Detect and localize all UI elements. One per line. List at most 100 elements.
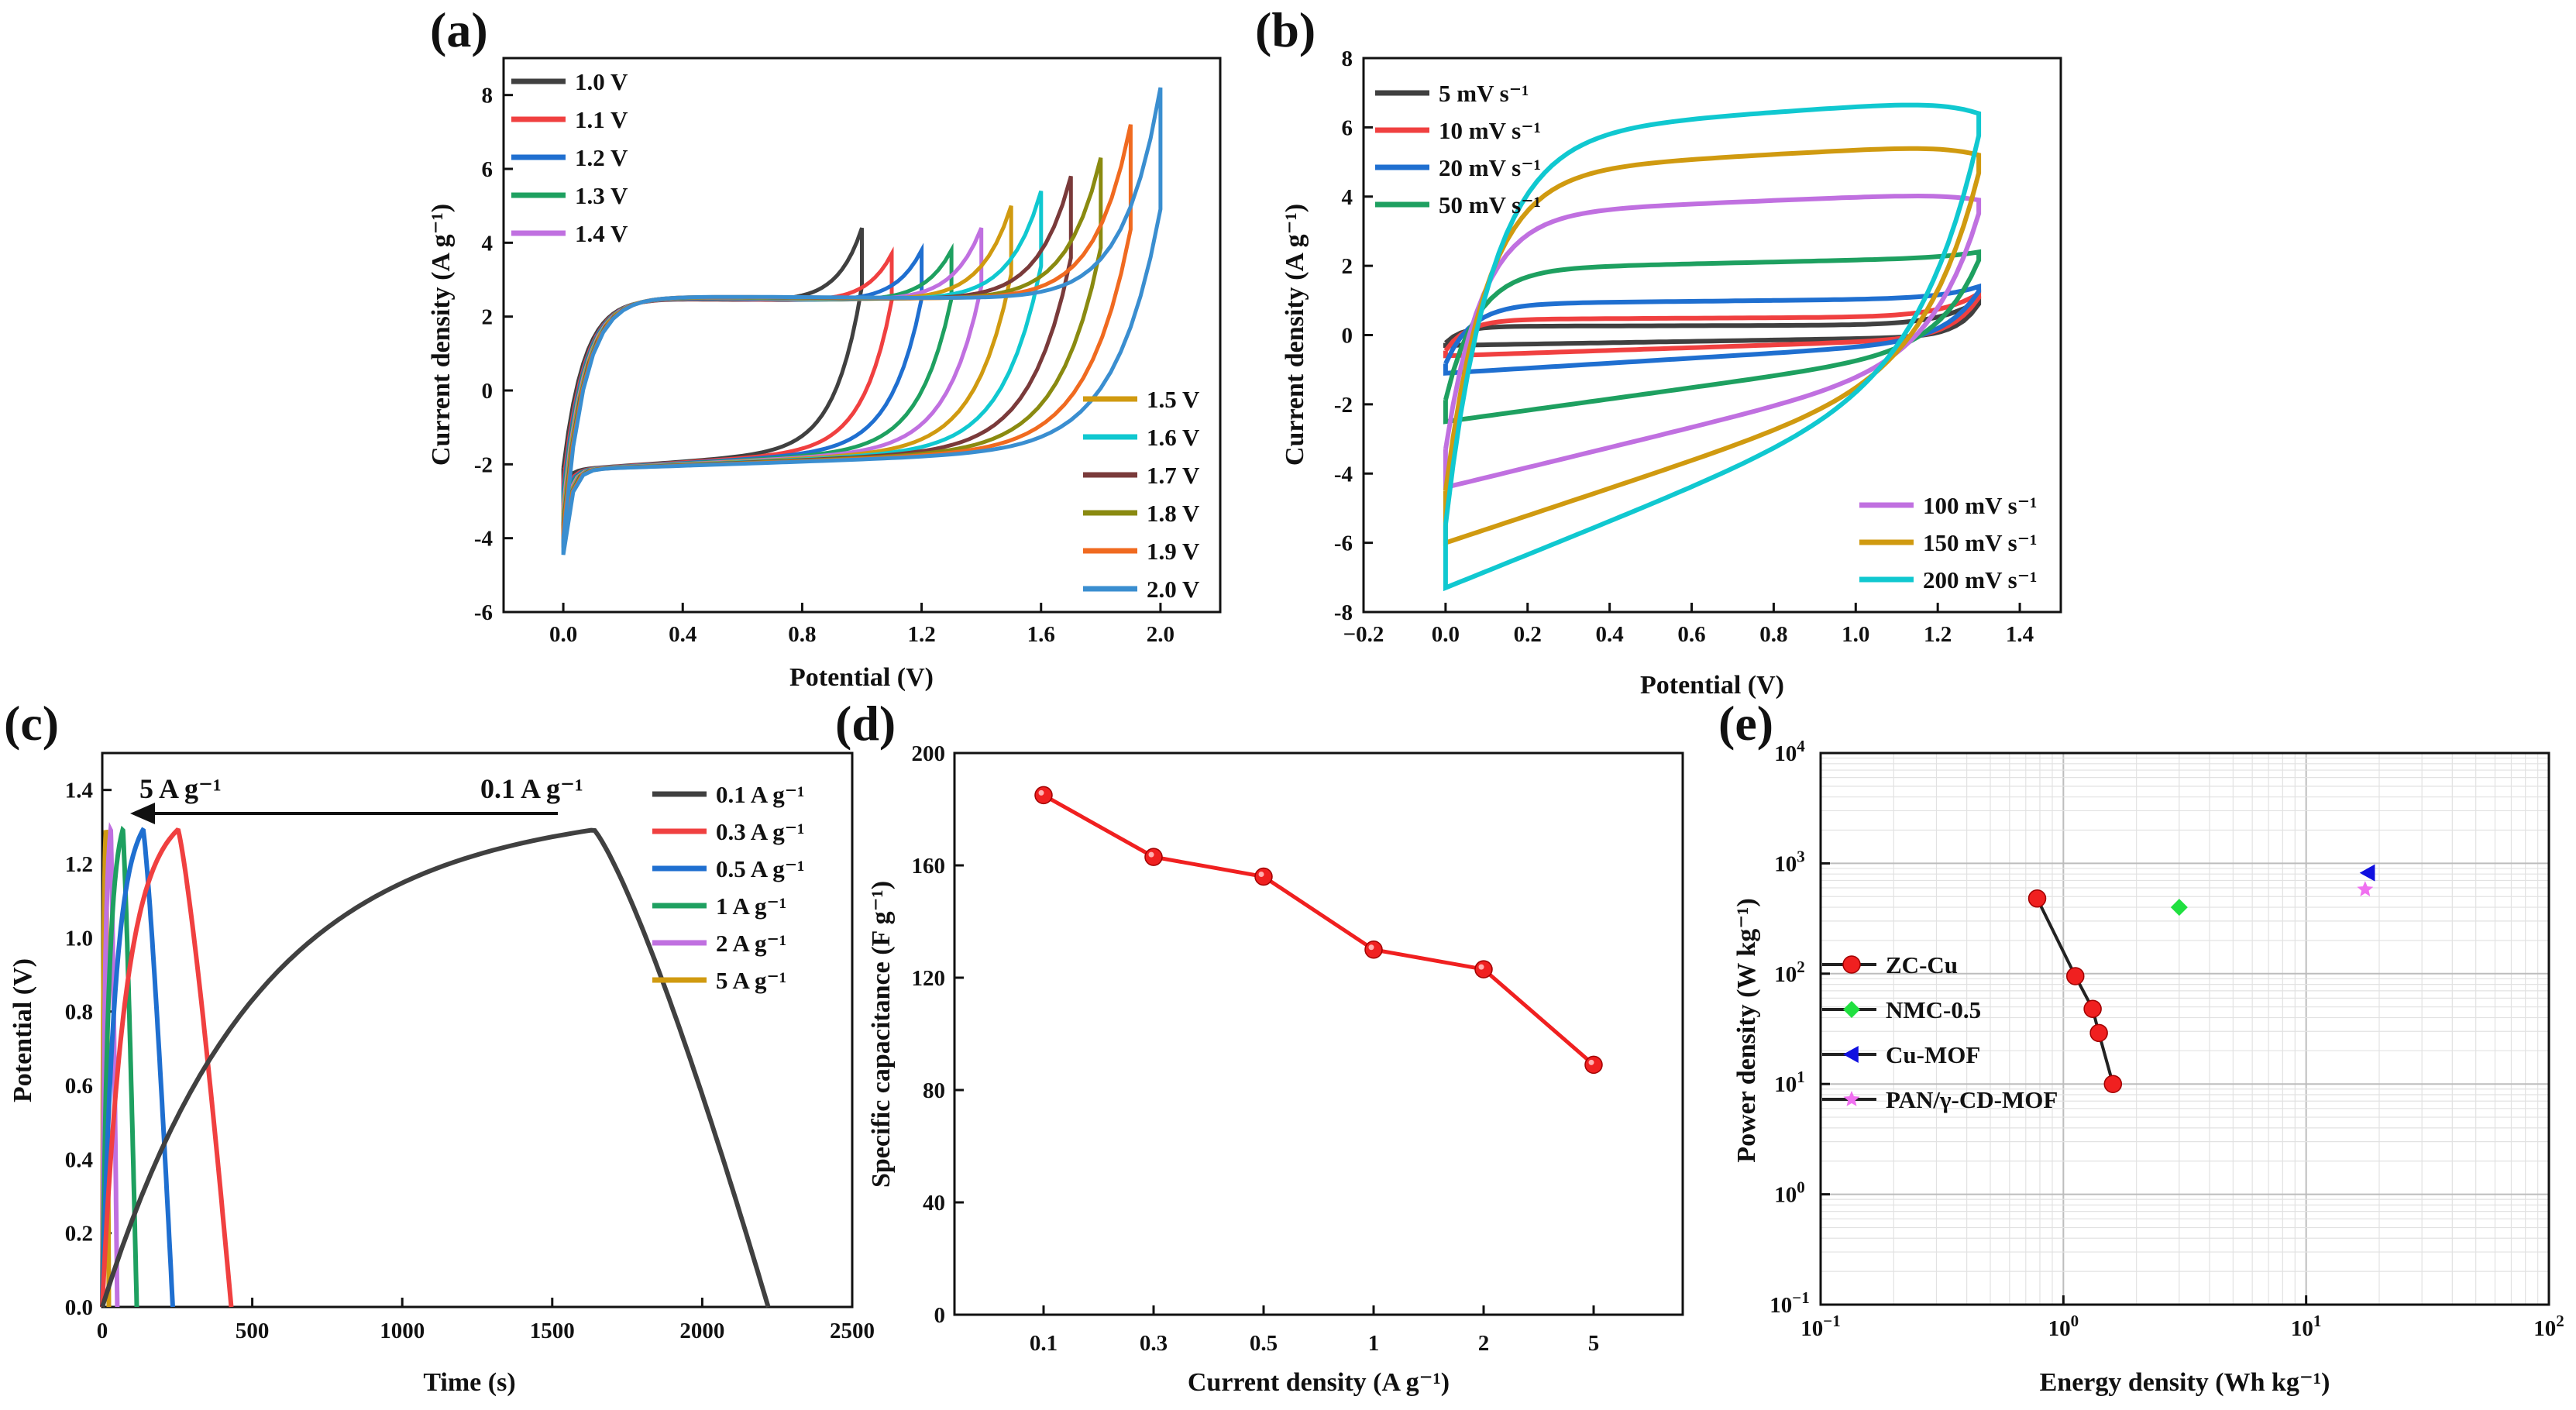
panel-b-xlabel: Potential (V) <box>1640 671 1784 700</box>
panel-a-legend-label: 1.3 V <box>575 182 628 209</box>
panel-a-ytick-label: 2 <box>482 305 494 330</box>
panel-e-label: (e) <box>1718 696 1773 751</box>
panel-c-ytick-label: 0.6 <box>65 1074 93 1099</box>
panel-a-legend-label: 1.0 V <box>575 68 628 95</box>
panel-c-ytick-label: 0.2 <box>65 1222 93 1247</box>
panel-d-ytick-label: 200 <box>912 741 946 766</box>
panel-d-point-5 <box>1584 1055 1603 1075</box>
panel-a-frame <box>502 57 1222 614</box>
panel-e: (e) 10−1 100 101 102 10−1 100 101 102 103 104 ZC-… <box>1718 696 2564 1397</box>
panel-a-legend-label: 1.2 V <box>575 144 628 171</box>
panel-c-arrow-head <box>130 803 155 824</box>
panel-b-curve-4 <box>1443 193 1982 490</box>
panel-e-legend-marker <box>1843 1091 1860 1106</box>
panel-a-label: (a) <box>430 2 488 57</box>
panel-a-legend-label: 2.0 V <box>1147 576 1200 603</box>
panel-c-ticks: 0 500 1000 1500 2000 2500 0.0 0.2 0.4 0.6 0.8 1.0 1.… <box>65 779 875 1343</box>
panel-e-point-circle <box>2103 1075 2123 1093</box>
panel-c-ylabel: Potential (V) <box>9 958 37 1102</box>
panel-c-legend-label: 0.3 A g⁻¹ <box>716 818 804 845</box>
panel-e-line-0 <box>2035 897 2115 1085</box>
panel-d-point-highlight <box>1258 872 1264 877</box>
panel-a-curve-15V <box>561 205 1013 530</box>
panel-b-ytick-label: -6 <box>1334 531 1353 556</box>
panel-b-ytick-label: 6 <box>1342 115 1353 140</box>
panel-d-point-2 <box>1474 960 1493 978</box>
panel-c-ytick-label: 1.0 <box>65 926 93 951</box>
panel-a-xtick-label: 1.2 <box>907 622 935 647</box>
panel-a-xtick-label: 2.0 <box>1147 622 1175 647</box>
panel-b-legend: 5 mV s⁻¹ 10 mV s⁻¹ 20 mV s⁻¹ 50 mV s⁻¹ 100 m… <box>1375 80 2037 593</box>
panel-a-curve-10V <box>561 227 864 491</box>
panel-b-legend-label: 150 mV s⁻¹ <box>1923 529 2037 556</box>
panel-e-legend-marker <box>1843 1046 1859 1063</box>
panel-e-xtick-label: 101 <box>2291 1312 2322 1341</box>
panel-e-xtick-label: 102 <box>2533 1312 2564 1341</box>
panel-c-ytick-label: 1.2 <box>65 852 93 877</box>
panel-b-legend-label: 20 mV s⁻¹ <box>1439 154 1541 181</box>
panel-e-frame <box>1819 751 2550 1306</box>
panel-e-legend-label: ZC-Cu <box>1886 951 1958 978</box>
panel-b-xtick-label: 0.6 <box>1677 622 1705 647</box>
panel-c-curve-1 <box>100 827 234 1308</box>
panel-c-xtick-label: 500 <box>236 1319 270 1343</box>
panel-a-curve-14V <box>561 227 984 522</box>
panel-a-curve-19V <box>561 124 1133 549</box>
panel-c-annotation: 0.1 A g⁻¹ 5 A g⁻¹ <box>130 773 583 824</box>
panel-a-curve-18V <box>561 157 1103 545</box>
panel-e-legend-marker <box>1842 955 1861 974</box>
panel-a-ytick-label: -6 <box>474 600 493 625</box>
panel-a-legend-label: 1.1 V <box>575 106 628 133</box>
panel-d-curves <box>1034 786 1603 1075</box>
panel-b-xtick-label: 1.4 <box>2006 622 2034 647</box>
panel-e-xlabel: Energy density (Wh kg⁻¹) <box>2040 1368 2330 1397</box>
panel-d-point-highlight <box>1588 1059 1594 1065</box>
panel-a-xlabel: Potential (V) <box>789 663 934 692</box>
panel-c-ytick-label: 0.8 <box>65 1000 93 1025</box>
panel-d-ylabel: Specific capacitance (F g⁻¹) <box>867 881 896 1188</box>
panel-c-legend-label: 1 A g⁻¹ <box>716 892 786 920</box>
panel-c-annot-low: 5 A g⁻¹ <box>139 773 222 804</box>
panel-a-ytick-label: 0 <box>482 379 494 404</box>
panel-e-legend-label: NMC-0.5 <box>1886 996 1981 1023</box>
panel-d-point-0.1 <box>1034 786 1053 805</box>
panel-b-xtick-label: 0.4 <box>1596 622 1624 647</box>
panel-a-ticks: 0.0 0.4 0.8 1.2 1.6 2.0 -6 -4 -2 0 2 4 6 8 <box>474 84 1175 647</box>
panel-c-xtick-label: 1000 <box>380 1319 425 1343</box>
panel-e-ytick-label: 10−1 <box>1769 1288 1809 1318</box>
panel-e-point-circle <box>2027 889 2047 908</box>
panel-e-ytick-label: 103 <box>1774 847 1805 876</box>
panel-e-ytick-label: 102 <box>1774 958 1805 987</box>
panel-e-point-triangle <box>2359 864 2375 882</box>
panel-e-legend: ZC-Cu NMC-0.5 Cu-MOF PAN/γ-CD-MOF <box>1822 951 2058 1113</box>
panel-a-legend-label: 1.5 V <box>1147 386 1200 413</box>
panel-d-ytick-label: 0 <box>934 1303 946 1328</box>
panel-a-ytick-label: 6 <box>482 157 494 182</box>
panel-b-xtick-label: 0.8 <box>1759 622 1787 647</box>
panel-a-curve-17V <box>561 175 1073 541</box>
panel-a-legend: 1.0 V 1.1 V 1.2 V 1.3 V 1.4 V 1.5 V 1.6 V 1.7 V… <box>511 68 1200 603</box>
panel-c-curve-3 <box>100 825 139 1308</box>
panel-a-xtick-label: 0.8 <box>788 622 816 647</box>
panel-e-xtick-label: 100 <box>2048 1312 2079 1341</box>
panel-e-point-circle <box>2089 1023 2108 1043</box>
panel-b-ytick-label: 0 <box>1342 324 1353 349</box>
panel-d-point-highlight <box>1478 964 1484 970</box>
panel-b-ylabel: Current density (A g⁻¹) <box>1281 204 1309 466</box>
panel-d-ytick-label: 40 <box>923 1191 945 1216</box>
panel-d-ytick-label: 120 <box>912 966 946 991</box>
panel-e-ytick-label: 101 <box>1774 1068 1805 1097</box>
panel-d-xtick-label: 2 <box>1478 1331 1490 1356</box>
panel-e-point-circle <box>2083 999 2102 1018</box>
panel-d-point-highlight <box>1368 944 1374 951</box>
panel-d-point-highlight <box>1148 851 1154 858</box>
panel-c-ytick-label: 0.0 <box>65 1295 93 1320</box>
panel-c-xtick-label: 1500 <box>530 1319 575 1343</box>
panel-b-ytick-label: -4 <box>1334 462 1353 487</box>
panel-e-point-star <box>2357 881 2374 896</box>
panel-e-ytick-label: 104 <box>1774 737 1805 766</box>
panel-c-label: (c) <box>4 696 59 751</box>
panel-a-xtick-label: 0.0 <box>549 622 577 647</box>
panel-d-point-0.5 <box>1254 867 1273 886</box>
panel-e-ylabel: Power density (W kg⁻¹) <box>1732 898 1761 1162</box>
